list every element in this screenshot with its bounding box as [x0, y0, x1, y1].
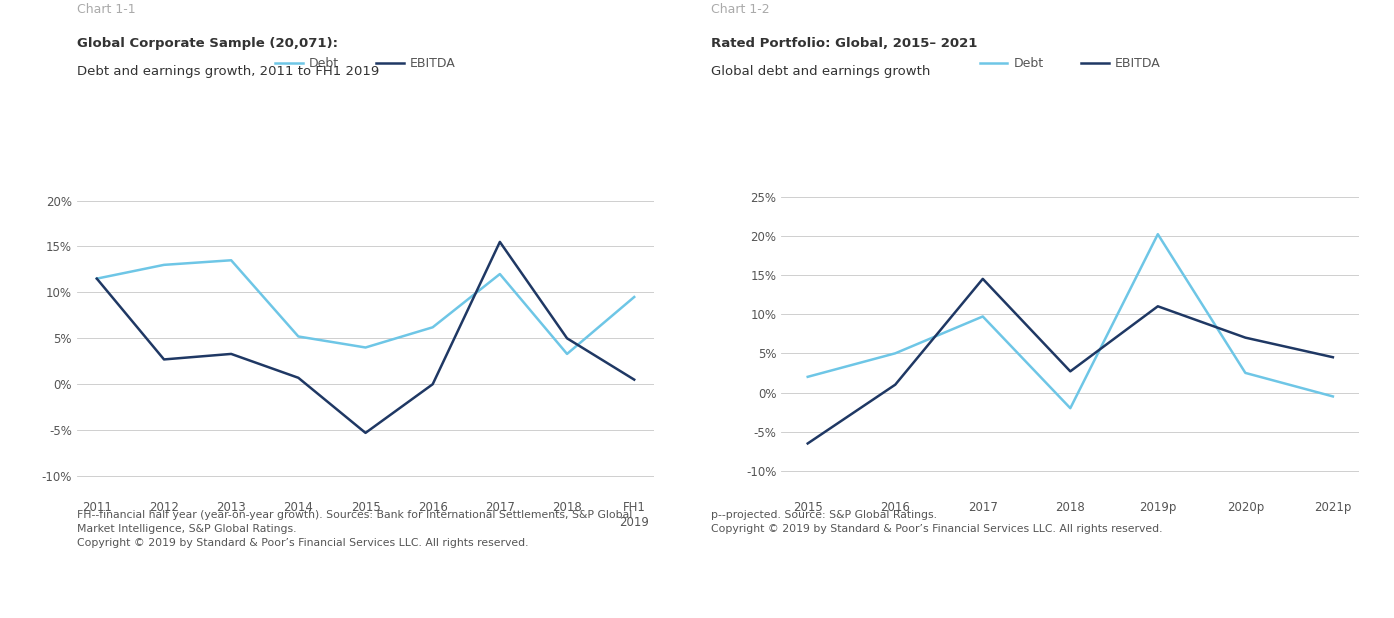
Text: Global debt and earnings growth: Global debt and earnings growth [711, 65, 930, 78]
Text: FH--financial half year (year-on-year growth). Sources: Bank for International S: FH--financial half year (year-on-year gr… [77, 510, 631, 548]
Text: Chart 1-2: Chart 1-2 [711, 3, 769, 16]
Text: Global Corporate Sample (20,071):: Global Corporate Sample (20,071): [77, 37, 337, 50]
Legend: Debt, EBITDA: Debt, EBITDA [275, 57, 456, 70]
Text: Rated Portfolio: Global, 2015– 2021: Rated Portfolio: Global, 2015– 2021 [711, 37, 977, 50]
Text: Debt and earnings growth, 2011 to FH1 2019: Debt and earnings growth, 2011 to FH1 20… [77, 65, 379, 78]
Text: Chart 1-1: Chart 1-1 [77, 3, 135, 16]
Legend: Debt, EBITDA: Debt, EBITDA [980, 57, 1161, 70]
Text: p--projected. Source: S&P Global Ratings.
Copyright © 2019 by Standard & Poor’s : p--projected. Source: S&P Global Ratings… [711, 510, 1163, 534]
